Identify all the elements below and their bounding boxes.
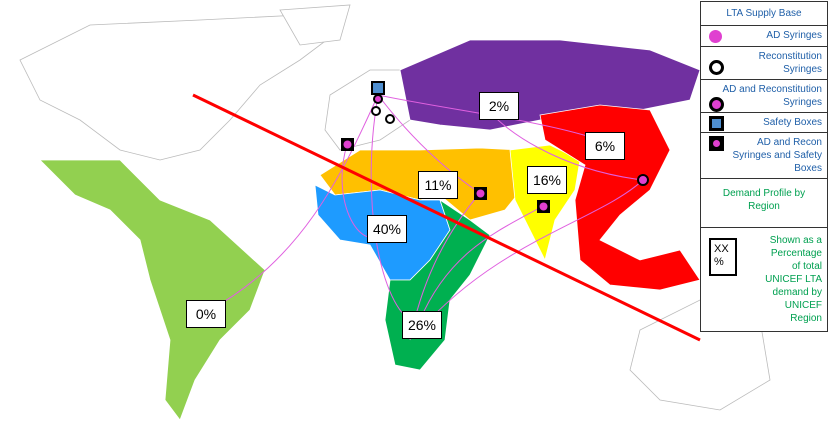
demand-example-box: XX % [709,238,737,276]
europe-west [324,69,411,151]
demand-note: Shown as a Percentage of total UNICEF LT… [765,235,822,324]
pink-dot-icon [709,30,722,43]
recon-syringe-marker [371,106,381,116]
pct-south-asia: 16% [527,166,567,194]
pct-east-asia-pacific: 6% [585,132,625,160]
pct-latin-america: 0% [186,300,226,328]
demand-note-cell: XX % Shown as a Percentage of total UNIC… [701,228,827,331]
pink-dot-square-icon [709,136,724,151]
supply-markers [341,81,649,213]
ad-recon-syringe-marker [637,174,649,186]
black-ring-icon [709,60,724,75]
legend-item-ad-syringes: AD Syringes [701,26,827,47]
safety-box-marker [371,81,385,95]
region-latin-america [39,159,266,421]
blue-square-icon [709,116,724,131]
pct-west-central-africa: 40% [367,215,407,243]
pct-mena: 11% [418,171,458,199]
north-america [19,14,341,161]
divider-line [192,93,701,342]
legend-item-safety-boxes: Safety Boxes [701,113,827,133]
greenland [279,4,351,46]
legend-title: LTA Supply Base [701,2,827,26]
demand-title: Demand Profile by Region [701,179,827,228]
pct-eastern-southern-africa: 26% [402,311,442,339]
recon-syringe-marker [385,114,395,124]
pink-dot-ring-icon [709,97,724,112]
legend-item-recon-syringes: Reconstitution Syringes [701,47,827,80]
pct-cee-cis: 2% [479,92,519,120]
ad-recon-syringe-marker [373,94,383,104]
legend: LTA Supply Base AD Syringes Reconstituti… [700,1,828,332]
legend-item-ad-recon-syringes: AD and Reconstitution Syringes [701,80,827,113]
legend-item-ad-recon-safety: AD and Recon Syringes and Safety Boxes [701,133,827,179]
